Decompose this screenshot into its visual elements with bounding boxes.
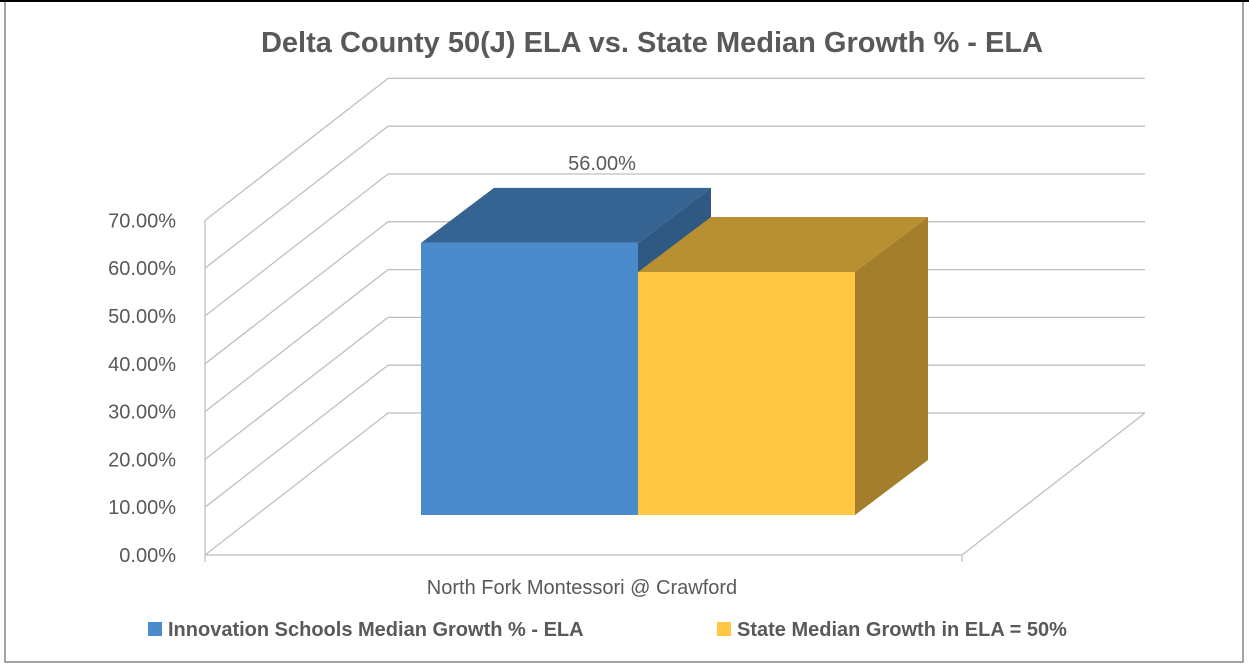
gridline-diagonal (204, 364, 389, 508)
legend-label-innovation: Innovation Schools Median Growth % - ELA (168, 619, 584, 641)
bar-top-face (638, 217, 928, 272)
bar-state (638, 217, 928, 515)
y-tick-label: 60.00% (108, 258, 176, 280)
gridline-diagonal (204, 221, 389, 365)
legend-swatch-state (717, 622, 731, 636)
y-tick-label: 30.00% (108, 402, 176, 424)
legend-label-state: State Median Growth in ELA = 50% (737, 619, 1067, 641)
x-axis-category-label: North Fork Montessori @ Crawford (427, 577, 737, 599)
y-tick-label: 50.00% (108, 306, 176, 328)
y-axis-ticks: 0.00% 10.00% 20.00% 30.00% 40.00% 50.00% 60.00… (108, 210, 176, 567)
floor-right-edge (961, 412, 1146, 556)
gridline-diagonal (204, 412, 389, 556)
y-tick-label: 40.00% (108, 354, 176, 376)
chart-title: Delta County 50(J) ELA vs. State Median … (261, 27, 1043, 59)
gridline-diagonal (204, 316, 389, 460)
gridline-diagonal (204, 125, 389, 269)
y-tick-label: 0.00% (119, 545, 176, 567)
data-labels: 56.00% (568, 153, 636, 175)
y-tick-label: 70.00% (108, 210, 176, 232)
gridline-diagonal (204, 77, 389, 221)
bar-front-face (421, 242, 638, 515)
gridline-diagonal (204, 173, 389, 317)
bars (421, 187, 928, 515)
data-label-innovation: 56.00% (568, 153, 636, 175)
legend-swatch-innovation (148, 622, 162, 636)
bar-front-face (638, 272, 855, 515)
y-tick-label: 10.00% (108, 497, 176, 519)
y-tick-label: 20.00% (108, 449, 176, 471)
bar-top-face (421, 187, 711, 243)
gridline-diagonal (204, 269, 389, 413)
legend: Innovation Schools Median Growth % - ELA… (148, 619, 1067, 641)
bar-side-face (855, 217, 928, 515)
